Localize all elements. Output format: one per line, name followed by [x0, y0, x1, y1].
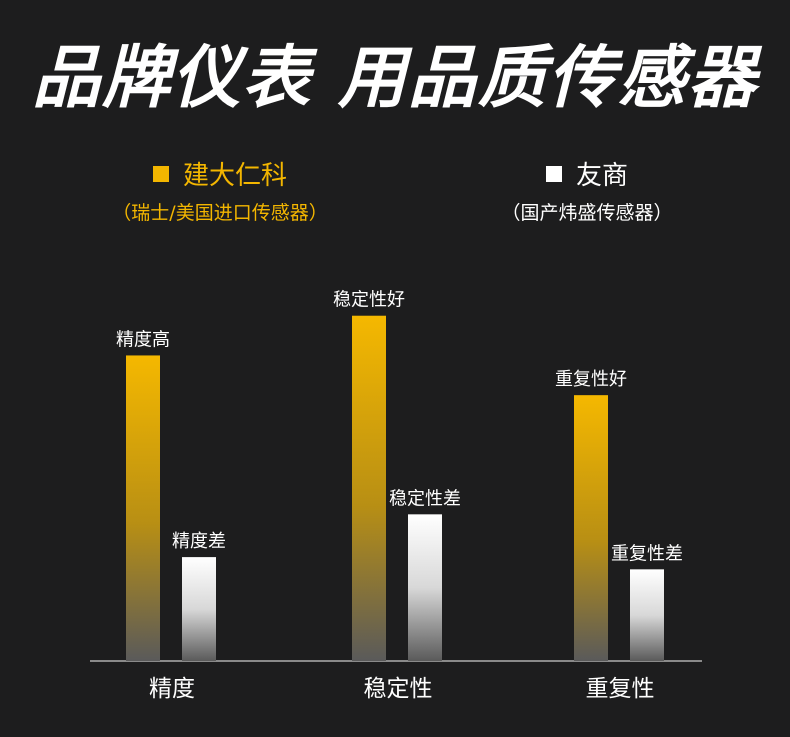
- legend-note-competitor: （国产炜盛传感器）: [501, 202, 673, 224]
- x-tick-label-1: 稳定性: [364, 676, 433, 702]
- bar-brand-1: [352, 315, 386, 661]
- data-label-competitor-0: 精度差: [172, 531, 226, 552]
- legend-label-brand: 建大仁科: [182, 161, 287, 191]
- data-label-brand-0: 精度高: [116, 329, 170, 350]
- data-label-brand-2: 重复性好: [555, 369, 627, 390]
- data-label-brand-1: 稳定性好: [333, 290, 405, 311]
- data-label-competitor-2: 重复性差: [611, 543, 683, 564]
- legend-swatch-competitor: [545, 166, 562, 182]
- bar-competitor-1: [408, 514, 442, 661]
- bar-competitor-0: [182, 557, 216, 661]
- legend-swatch-brand: [152, 166, 169, 182]
- headline: 品牌仪表 用品质传感器: [32, 39, 758, 118]
- bar-competitor-2: [630, 569, 664, 661]
- legend-label-competitor: 友商: [575, 161, 628, 191]
- x-tick-label-0: 精度: [149, 676, 195, 702]
- legend-item-competitor: 友商 （国产炜盛传感器）: [472, 155, 702, 225]
- legend-item-brand: 建大仁科 （瑞士/美国进口传感器）: [80, 155, 360, 225]
- x-tick-label-2: 重复性: [586, 676, 655, 702]
- bar-brand-2: [574, 395, 608, 661]
- bar-brand-0: [126, 355, 160, 661]
- legend-note-brand: （瑞士/美国进口传感器）: [112, 202, 328, 224]
- data-label-competitor-1: 稳定性差: [389, 488, 461, 509]
